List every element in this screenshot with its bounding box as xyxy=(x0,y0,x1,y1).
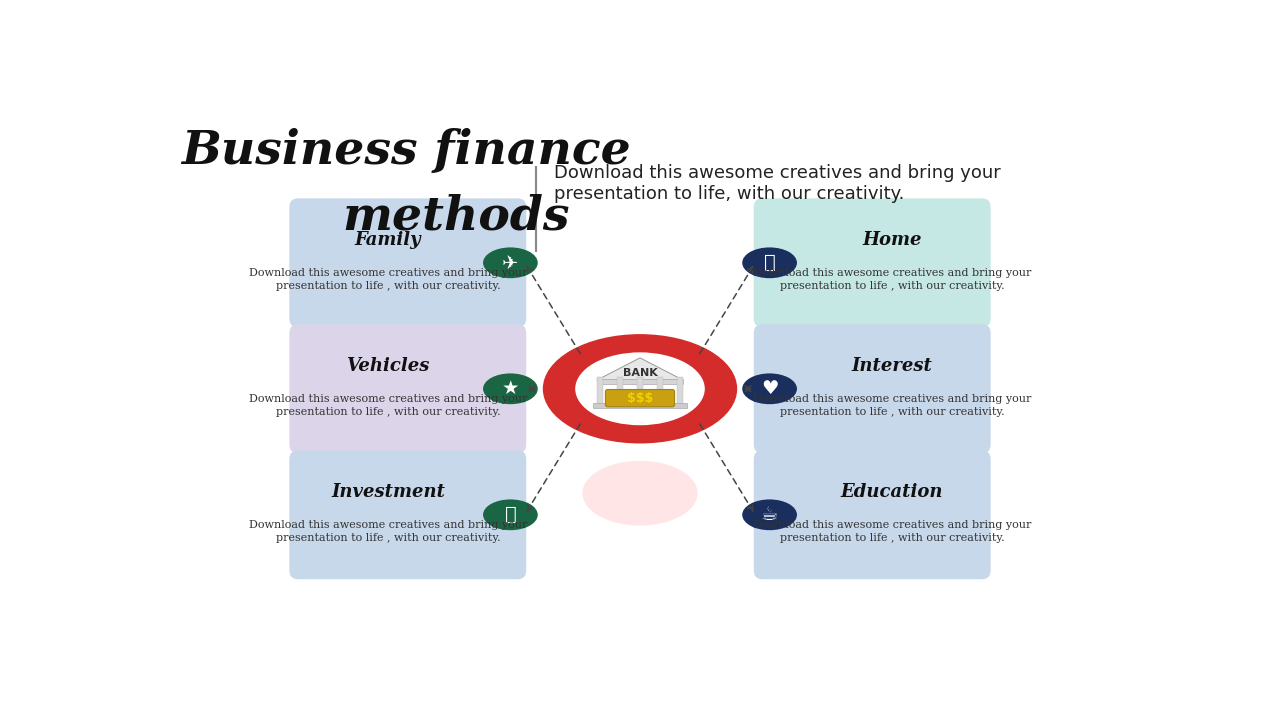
Text: Education: Education xyxy=(841,484,943,502)
Text: methods: methods xyxy=(343,193,570,239)
Text: Download this awesome creatives and bring your
presentation to life , with our c: Download this awesome creatives and brin… xyxy=(753,520,1032,543)
FancyBboxPatch shape xyxy=(754,451,991,579)
Text: Investment: Investment xyxy=(332,484,445,502)
Text: Download this awesome creatives and bring your
presentation to life, with our cr: Download this awesome creatives and brin… xyxy=(554,164,1001,203)
FancyBboxPatch shape xyxy=(593,403,687,408)
FancyBboxPatch shape xyxy=(754,324,991,454)
FancyBboxPatch shape xyxy=(677,377,684,405)
Ellipse shape xyxy=(742,500,797,530)
Text: Download this awesome creatives and bring your
presentation to life , with our c: Download this awesome creatives and brin… xyxy=(248,520,527,543)
Ellipse shape xyxy=(543,334,737,444)
Text: 💡: 💡 xyxy=(504,505,516,524)
Ellipse shape xyxy=(575,352,705,426)
Ellipse shape xyxy=(582,461,698,526)
Text: $$$: $$$ xyxy=(627,392,653,405)
Text: Vehicles: Vehicles xyxy=(347,358,430,376)
Ellipse shape xyxy=(742,374,797,404)
FancyBboxPatch shape xyxy=(289,324,526,454)
Text: ★: ★ xyxy=(502,379,520,398)
Polygon shape xyxy=(596,358,684,380)
Ellipse shape xyxy=(483,500,538,530)
Ellipse shape xyxy=(742,248,797,278)
FancyBboxPatch shape xyxy=(605,390,675,407)
FancyBboxPatch shape xyxy=(596,379,684,384)
Text: Download this awesome creatives and bring your
presentation to life , with our c: Download this awesome creatives and brin… xyxy=(248,268,527,291)
FancyBboxPatch shape xyxy=(289,198,526,327)
Text: ♥: ♥ xyxy=(760,379,778,398)
Text: Home: Home xyxy=(863,231,922,249)
Text: Interest: Interest xyxy=(851,358,932,376)
Text: Business finance: Business finance xyxy=(182,128,631,174)
Ellipse shape xyxy=(483,374,538,404)
FancyBboxPatch shape xyxy=(596,377,603,405)
Text: Download this awesome creatives and bring your
presentation to life , with our c: Download this awesome creatives and brin… xyxy=(248,394,527,417)
FancyBboxPatch shape xyxy=(617,377,623,405)
Text: Family: Family xyxy=(355,231,421,249)
FancyBboxPatch shape xyxy=(637,377,643,405)
Text: 👍: 👍 xyxy=(764,253,776,272)
FancyBboxPatch shape xyxy=(289,451,526,579)
Ellipse shape xyxy=(483,248,538,278)
Text: ☕: ☕ xyxy=(760,505,778,524)
Text: ✈: ✈ xyxy=(502,253,518,272)
FancyBboxPatch shape xyxy=(658,377,663,405)
Text: BANK: BANK xyxy=(622,368,658,378)
Text: Download this awesome creatives and bring your
presentation to life , with our c: Download this awesome creatives and brin… xyxy=(753,394,1032,417)
FancyBboxPatch shape xyxy=(754,198,991,327)
Text: Download this awesome creatives and bring your
presentation to life , with our c: Download this awesome creatives and brin… xyxy=(753,268,1032,291)
